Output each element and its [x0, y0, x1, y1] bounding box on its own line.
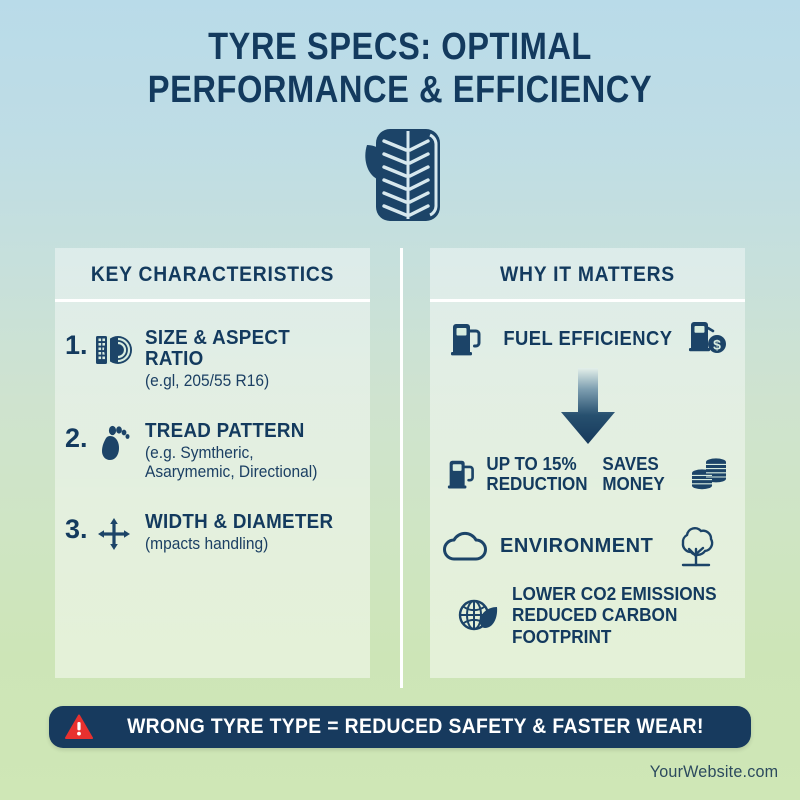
co2-line-2: REDUCED CARBON FOOTPRINT: [512, 604, 678, 647]
fuel-efficiency-row: FUEL EFFICIENCY $: [442, 320, 733, 358]
fuel-stat-line-1: UP TO 15%: [486, 453, 577, 474]
four-way-arrows-icon: [93, 512, 135, 554]
left-panel-header: KEY CHARACTERISTICS: [90, 263, 335, 286]
co2-line-1: LOWER CO2 EMISSIONS: [512, 582, 717, 604]
item-subtitle: (e.gl, 205/55 R16): [145, 372, 270, 390]
title-line-1: TYRE SPECS: OPTIMAL: [208, 26, 592, 68]
key-characteristics-panel: KEY CHARACTERISTICS 1.: [55, 248, 370, 678]
page-title: TYRE SPECS: OPTIMAL PERFORMANCE & EFFICI…: [0, 0, 800, 111]
list-item: 2. TREAD PATTERN (e.g. Symtheric, Asarym…: [65, 421, 356, 482]
cloud-icon: [442, 530, 500, 564]
panel-divider: [400, 248, 403, 688]
environment-heading: ENVIRONMENT: [500, 535, 654, 558]
fuel-pump-dollar-icon: $: [679, 320, 737, 358]
item-number: 3.: [65, 514, 88, 545]
right-panel-rule: [430, 299, 745, 302]
item-title: SIZE & ASPECT RATIO: [145, 327, 291, 370]
tyre-leaf-icon: [365, 129, 440, 222]
right-panel-header: WHY IT MATTERS: [500, 263, 675, 286]
tree-icon: [675, 525, 733, 569]
characteristics-list: 1.: [55, 302, 370, 555]
down-arrow-icon: [442, 368, 733, 446]
item-subtitle: (mpacts handling): [145, 535, 269, 554]
fuel-efficiency-heading-wrap: FUEL EFFICIENCY: [496, 328, 680, 351]
warning-banner: WRONG TYRE TYPE = REDUCED SAFETY & FASTE…: [49, 706, 751, 748]
warning-banner-text: WRONG TYRE TYPE = REDUCED SAFETY & FASTE…: [127, 715, 704, 738]
fuel-pump-icon: [438, 321, 496, 357]
environment-heading-wrap: ENVIRONMENT: [500, 535, 675, 558]
title-line-2: PERFORMANCE & EFFICIENCY: [147, 68, 653, 111]
fuel-efficiency-heading: FUEL EFFICIENCY: [502, 327, 673, 350]
saves-money-text: SAVES MONEY: [602, 453, 666, 495]
fuel-stat-line-2: REDUCTION: [486, 473, 588, 495]
footer-website: YourWebsite.com: [649, 762, 778, 781]
left-panel-rule: [55, 299, 370, 302]
coins-stack-icon: [687, 454, 733, 494]
why-it-matters-panel: WHY IT MATTERS: [430, 248, 745, 678]
item-text: SIZE & ASPECT RATIO (e.gl, 205/55 R16): [135, 328, 356, 391]
item-subtitle: (e.g. Symtheric, Asarymemic, Directional…: [145, 444, 318, 482]
globe-leaf-icon: [456, 594, 502, 636]
list-item: 3.: [65, 512, 356, 554]
item-text: TREAD PATTERN (e.g. Symtheric, Asarymemi…: [135, 421, 356, 482]
list-item: 1.: [65, 328, 356, 391]
why-body: FUEL EFFICIENCY $: [430, 302, 745, 647]
svg-text:$: $: [714, 337, 722, 353]
item-title: WIDTH & DIAMETER: [145, 511, 334, 534]
fuel-stat-row: UP TO 15% REDUCTION SAVES MONEY: [442, 453, 733, 495]
co2-text-block: LOWER CO2 EMISSIONS REDUCED CARBON FOOTP…: [512, 583, 718, 647]
hero-icon-container: [0, 125, 800, 225]
warning-triangle-icon: [65, 714, 94, 739]
item-text: WIDTH & DIAMETER (mpacts handling): [135, 512, 356, 554]
environment-row: ENVIRONMENT: [442, 525, 733, 569]
item-number: 2.: [65, 423, 88, 454]
fuel-reduction-stat: UP TO 15% REDUCTION: [486, 453, 588, 495]
warning-banner-wrap: WRONG TYRE TYPE = REDUCED SAFETY & FASTE…: [0, 706, 800, 748]
panels-container: KEY CHARACTERISTICS 1.: [0, 248, 800, 688]
tyre-cross-section-icon: [93, 328, 135, 370]
footprint-icon: [93, 421, 135, 463]
item-number: 1.: [65, 330, 88, 360]
fuel-pump-icon: [442, 457, 482, 491]
item-title: TREAD PATTERN: [145, 420, 305, 443]
co2-row: LOWER CO2 EMISSIONS REDUCED CARBON FOOTP…: [442, 583, 733, 647]
